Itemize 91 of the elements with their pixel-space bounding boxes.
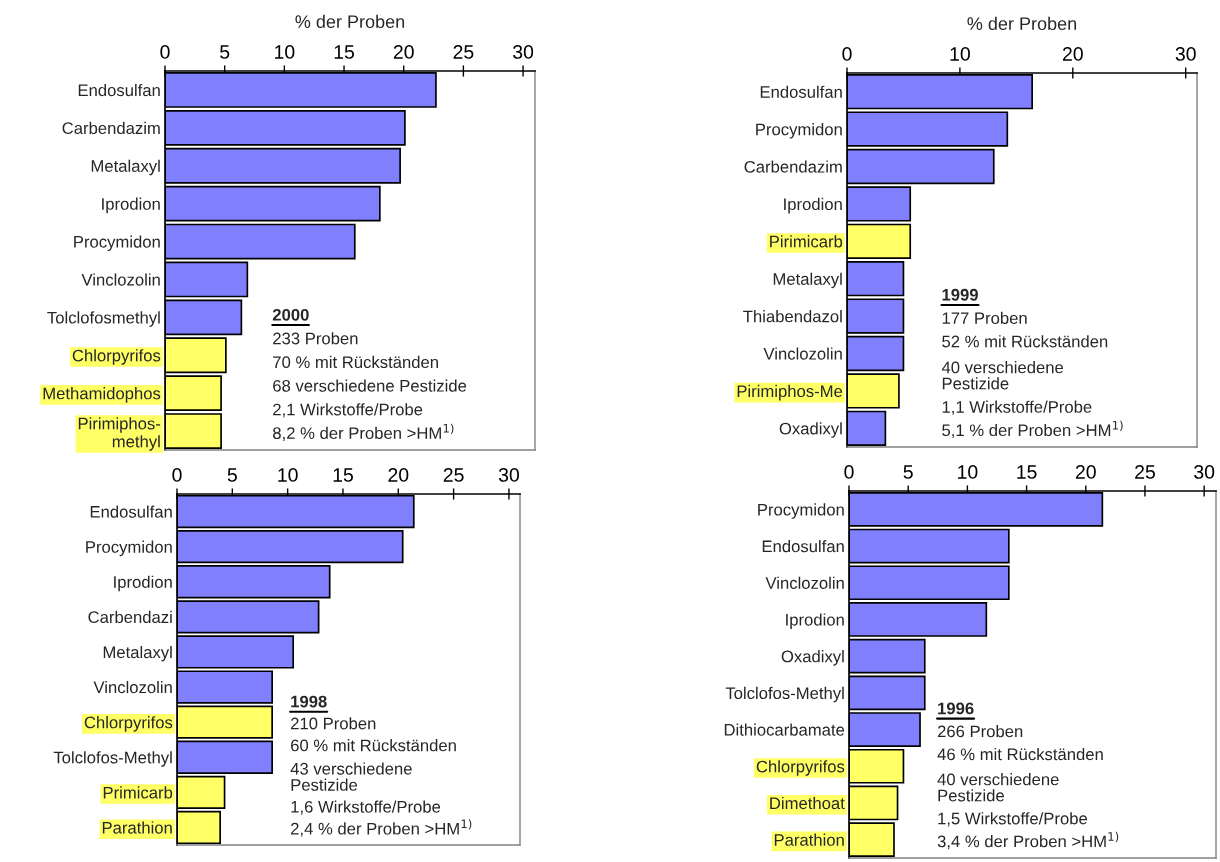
y-tick-label: Procymidon <box>758 503 844 519</box>
annotation: 60 % mit Rückständen <box>291 739 456 752</box>
y-tick-label: Tolclofos-Methyl <box>725 686 844 703</box>
x-tick-label: 10 <box>958 465 978 479</box>
x-tick-label: 20 <box>388 468 409 482</box>
annotation: 43 verschiedene Pestizide <box>290 762 412 791</box>
annotation: 70 % mit Rückständen <box>273 355 438 369</box>
y-tick-label: Endosulfan <box>90 505 172 518</box>
y-tick-label: Pirimiphos-Me <box>737 384 843 401</box>
annotation: 8,2 % der Proben >HM$^{1)}$ <box>273 423 454 441</box>
annotation: 1,5 Wirkstoffe/Probe <box>938 812 1088 827</box>
x-tick-label: 25 <box>443 468 464 482</box>
y-tick-label: Thiabendazol <box>743 310 842 323</box>
y-tick-label: Iprodion <box>784 197 842 214</box>
x-tick-label: 5 <box>903 465 913 479</box>
y-tick-label: Procymidon <box>86 540 172 557</box>
y-tick-label: Pirimicarb <box>770 235 843 248</box>
x-tick-label: 0 <box>842 47 852 61</box>
x-tick-label: 10 <box>950 47 970 61</box>
annotation: 5,1 % der Proben >HM$^{1)}$ <box>942 420 1123 439</box>
x-tick-label: 25 <box>1135 465 1155 479</box>
y-tick-label: Endosulfan <box>760 85 842 98</box>
y-tick-label: Parathion <box>102 821 172 834</box>
y-tick-label: Iprodion <box>102 197 160 214</box>
x-tick-label: 20 <box>1075 465 1096 479</box>
x-tick-label: 25 <box>453 45 474 59</box>
y-tick-label: Parathion <box>774 833 844 846</box>
x-tick-label: 0 <box>160 45 170 59</box>
x-tick-label: 10 <box>275 45 295 59</box>
y-tick-label: Oxadixyl <box>781 650 844 666</box>
x-tick-label: 0 <box>172 468 182 482</box>
y-tick-label: Chlorpyrifos <box>72 349 161 365</box>
y-tick-label: Carbendazim <box>744 160 842 173</box>
annotation: 1999 <box>942 288 978 301</box>
annotation: 3,4 % der Proben >HM$^{1)}$ <box>937 831 1119 850</box>
x-tick-label: 30 <box>1175 47 1196 61</box>
annotation: 2000 <box>272 308 309 321</box>
y-tick-label: Tolclofosmethyl <box>47 311 160 327</box>
annotation: 52 % mit Rückständen <box>942 335 1108 348</box>
annotation: 1996 <box>938 702 974 715</box>
y-tick-label: Metalaxyl <box>91 159 160 176</box>
x-tick-label: 10 <box>278 468 298 482</box>
y-tick-label: Tolclofos-Methyl <box>53 751 172 767</box>
x-tick-label: 5 <box>227 468 237 482</box>
x-tick-label: 30 <box>1194 465 1215 479</box>
annotation: 40 verschiedene Pestizide <box>941 361 1064 390</box>
x-axis-title: % der Proben <box>295 14 405 29</box>
y-tick-label: Oxadixyl <box>779 422 842 438</box>
y-tick-label: Carbendazi <box>88 610 172 624</box>
x-axis-title: % der Proben <box>967 16 1077 31</box>
annotation: 2,4 % der Proben >HM$^{1)}$ <box>291 819 472 837</box>
x-tick-label: 30 <box>512 45 534 59</box>
annotation: 233 Proben <box>273 332 358 345</box>
x-tick-label: 0 <box>844 465 854 479</box>
annotation: 1998 <box>291 695 327 708</box>
y-tick-label: Iprodion <box>114 575 172 592</box>
y-tick-label: Vinclozolin <box>81 273 160 286</box>
y-tick-label: Dimethoat <box>770 796 845 810</box>
annotation: 68 verschiedene Pestizide <box>273 379 467 392</box>
y-tick-label: Vinclozolin <box>765 576 844 589</box>
annotation: 1,1 Wirkstoffe/Probe <box>942 400 1092 415</box>
y-tick-label: Procymidon <box>756 123 842 139</box>
y-tick-label: Dithiocarbamate <box>724 723 845 736</box>
y-tick-label: Vinclozolin <box>763 347 842 360</box>
y-tick-label: Procymidon <box>74 235 160 252</box>
y-tick-label: Chlorpyrifos <box>756 760 845 776</box>
x-tick-label: 15 <box>334 45 355 59</box>
annotation: 177 Proben <box>942 311 1027 325</box>
y-tick-label: Carbendazim <box>62 121 160 135</box>
y-tick-label: Endosulfan <box>762 540 844 553</box>
y-tick-label: Metalaxyl <box>773 272 842 289</box>
y-tick-label: Vinclozolin <box>93 681 172 694</box>
annotation: 266 Proben <box>937 725 1023 738</box>
y-tick-label: Pirimiphos- methyl <box>78 417 161 451</box>
y-tick-label: Metalaxyl <box>103 645 172 662</box>
y-tick-label: Primicarb <box>103 786 173 799</box>
y-tick-label: Chlorpyrifos <box>84 716 173 732</box>
annotation: 1,6 Wirkstoffe/Probe <box>291 800 441 815</box>
x-tick-label: 5 <box>220 45 230 59</box>
x-tick-label: 30 <box>498 468 519 482</box>
y-tick-label: Iprodion <box>786 613 844 629</box>
annotation: 40 verschiedene Pestizide <box>937 773 1059 802</box>
annotation: 2,1 Wirkstoffe/Probe <box>273 403 423 418</box>
annotation: 210 Proben <box>291 717 376 730</box>
y-tick-label: Endosulfan <box>78 83 160 97</box>
x-tick-label: 15 <box>1017 465 1037 479</box>
annotation: 46 % mit Rückständen <box>937 747 1103 761</box>
y-tick-label: Methamidophos <box>43 387 161 403</box>
x-tick-label: 15 <box>333 468 353 482</box>
x-tick-label: 20 <box>393 45 414 59</box>
x-tick-label: 20 <box>1062 47 1083 61</box>
